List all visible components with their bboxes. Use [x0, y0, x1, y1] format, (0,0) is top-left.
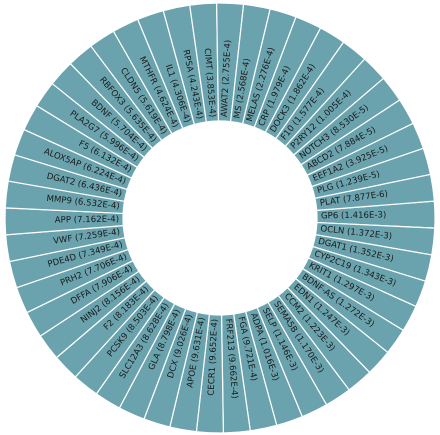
chart-bar-label-26: APP (7.162E-4) [55, 215, 119, 226]
chart-bar-50 [314, 173, 435, 212]
chart-bar-label-14: CECR1 (9.652E-4) [207, 319, 221, 396]
chart-bar-label-39: AWAT2 (2.755E-4) [220, 40, 234, 118]
chart-segments [4, 2, 436, 434]
chart-bar-label-1: GP6 (1.416E-3) [321, 210, 387, 221]
